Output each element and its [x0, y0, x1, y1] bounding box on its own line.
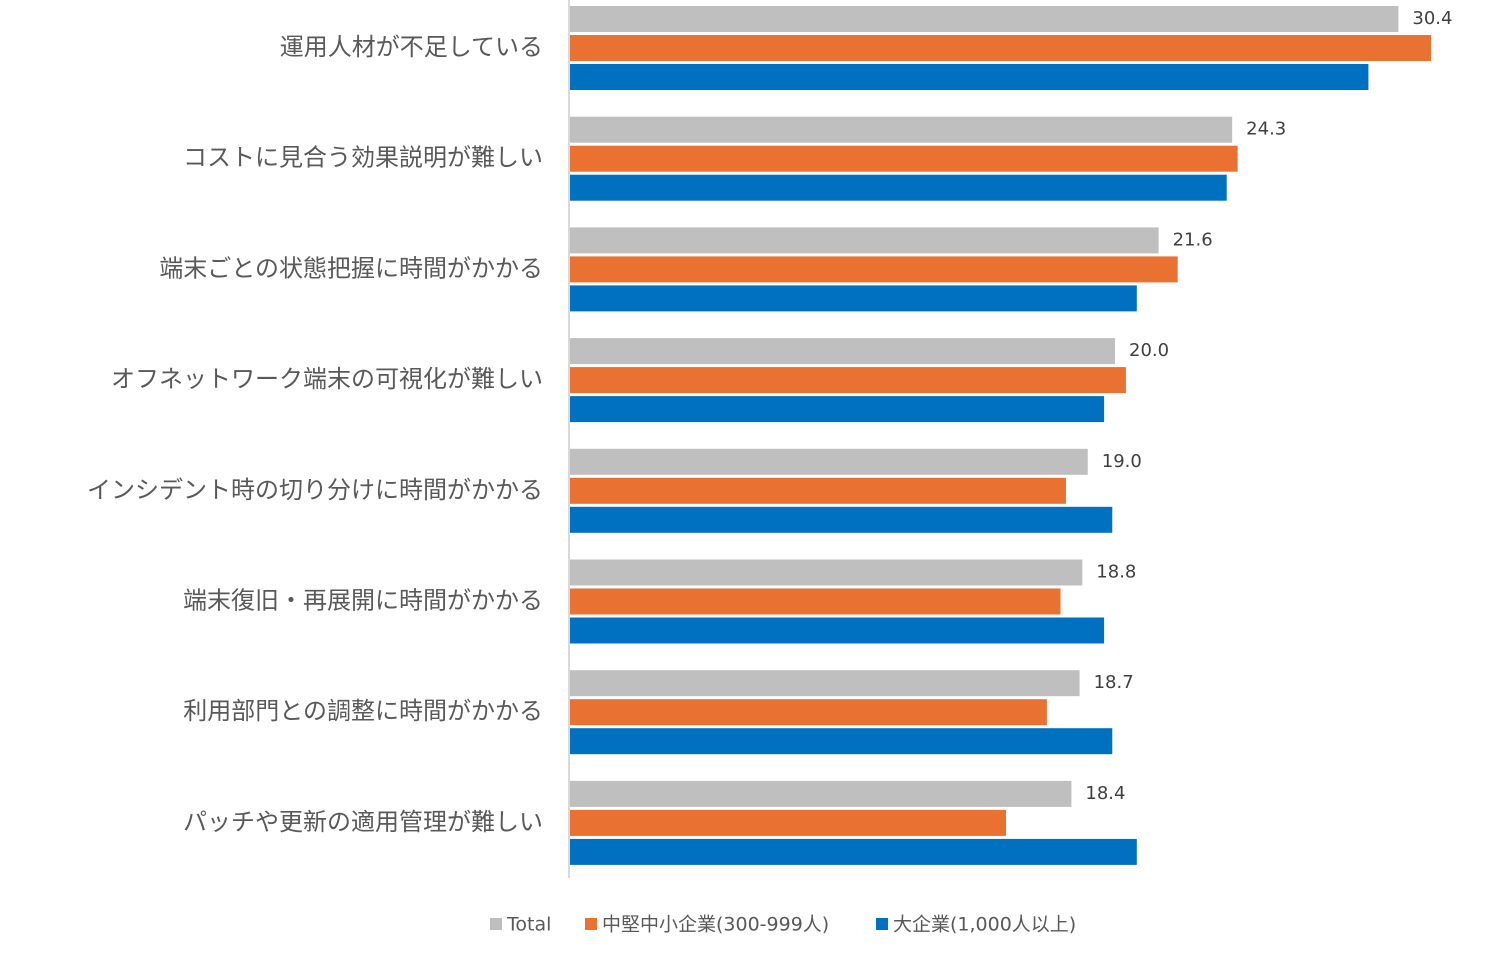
bar-total	[570, 6, 1399, 32]
data-label: 18.8	[1096, 562, 1136, 583]
bar-mid-small	[570, 588, 1061, 615]
category-label: 利用部門との調整に時間がかかる	[183, 697, 543, 725]
bar-total	[570, 227, 1159, 254]
data-label: 18.7	[1094, 672, 1134, 693]
data-label: 24.3	[1246, 119, 1286, 140]
legend-swatch	[490, 918, 502, 930]
bar-mid-small	[570, 35, 1432, 61]
bar-mid-small	[570, 809, 1006, 836]
data-label: 19.0	[1102, 451, 1142, 472]
legend-swatch	[585, 918, 597, 930]
bar-large	[570, 506, 1113, 533]
bar-large	[570, 64, 1369, 90]
category-label: 運用人材が不足している	[280, 33, 543, 61]
legend: Total 中堅中小企業(300-999人) 大企業(1,000人以上)	[490, 914, 1076, 936]
category-label: 端末復旧・再展開に時間がかかる	[183, 587, 543, 615]
legend-label: 大企業(1,000人以上)	[893, 914, 1076, 936]
data-label: 30.4	[1412, 8, 1452, 29]
labels-layer: 運用人材が不足している 30.4 コストに見合う効果説明が難しい 24.3 端末ごとの状…	[87, 8, 1452, 836]
legend-label: Total	[506, 914, 551, 936]
data-label: 21.6	[1173, 229, 1213, 250]
bar-mid-small	[570, 367, 1126, 394]
bar-large	[570, 396, 1105, 423]
bar-mid-small	[570, 256, 1178, 283]
bars-layer	[570, 6, 1432, 865]
bar-mid-small	[570, 699, 1047, 726]
bar-large	[570, 285, 1137, 312]
bar-total	[570, 448, 1088, 475]
category-label: インシデント時の切り分けに時間がかかる	[87, 476, 543, 504]
bar-total	[570, 116, 1233, 143]
category-label: パッチや更新の適用管理が難しい	[183, 808, 543, 836]
legend-label: 中堅中小企業(300-999人)	[602, 914, 829, 936]
legend-swatch	[876, 918, 888, 930]
bar-large	[570, 838, 1137, 865]
data-label: 18.4	[1085, 783, 1125, 804]
category-label: 端末ごとの状態把握に時間がかかる	[159, 254, 543, 282]
category-label: オフネットワーク端末の可視化が難しい	[111, 365, 543, 393]
category-label: コストに見合う効果説明が難しい	[183, 144, 543, 172]
bar-large	[570, 174, 1227, 201]
bar-total	[570, 559, 1083, 586]
bar-large	[570, 617, 1105, 644]
bar-total	[570, 780, 1072, 807]
data-label: 20.0	[1129, 340, 1169, 361]
bar-mid-small	[570, 477, 1066, 504]
bar-total	[570, 338, 1115, 365]
bar-total	[570, 670, 1080, 697]
bar-mid-small	[570, 145, 1238, 172]
bar-large	[570, 728, 1113, 755]
